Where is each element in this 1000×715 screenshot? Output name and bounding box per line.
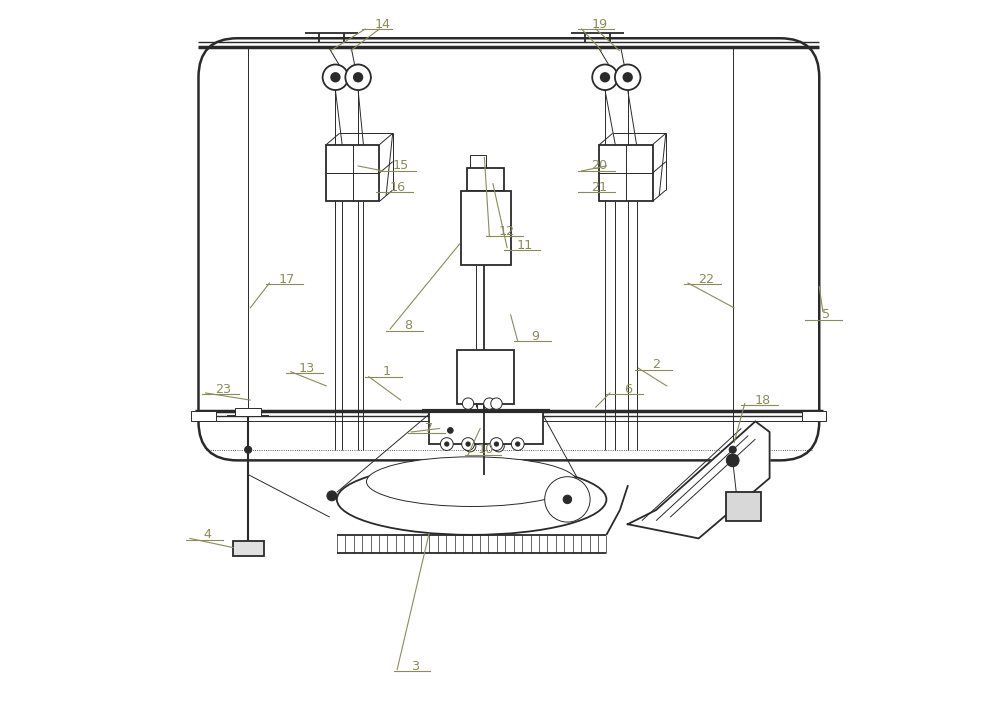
- Text: 17: 17: [279, 273, 295, 286]
- Text: 14: 14: [375, 18, 391, 31]
- Circle shape: [494, 442, 499, 446]
- FancyBboxPatch shape: [198, 38, 819, 460]
- Text: 19: 19: [591, 18, 607, 31]
- Circle shape: [726, 454, 739, 467]
- Text: 22: 22: [698, 273, 714, 286]
- Text: 23: 23: [215, 383, 231, 396]
- Text: 20: 20: [591, 159, 607, 172]
- Circle shape: [484, 398, 495, 409]
- Text: 11: 11: [517, 239, 533, 252]
- Text: 21: 21: [591, 181, 607, 194]
- Circle shape: [623, 73, 632, 82]
- Ellipse shape: [366, 457, 577, 506]
- Text: 18: 18: [754, 393, 771, 407]
- Circle shape: [615, 64, 640, 90]
- Text: 5: 5: [822, 308, 830, 322]
- Circle shape: [465, 440, 476, 452]
- Circle shape: [440, 438, 453, 450]
- Circle shape: [511, 438, 524, 450]
- Circle shape: [563, 495, 572, 503]
- Circle shape: [491, 398, 502, 409]
- Circle shape: [516, 442, 520, 446]
- Text: 12: 12: [499, 225, 515, 237]
- Text: 2: 2: [652, 358, 660, 371]
- Bar: [326, 144, 379, 202]
- Text: 13: 13: [299, 362, 315, 375]
- Text: 15: 15: [393, 159, 409, 172]
- Circle shape: [445, 442, 449, 446]
- Ellipse shape: [337, 464, 606, 535]
- Bar: [467, 168, 504, 191]
- Bar: [802, 410, 826, 421]
- Circle shape: [545, 477, 590, 522]
- Circle shape: [729, 446, 736, 453]
- Circle shape: [245, 446, 252, 453]
- Circle shape: [462, 438, 474, 450]
- Text: 10: 10: [478, 443, 494, 456]
- Bar: [457, 350, 514, 403]
- Bar: [233, 541, 264, 556]
- Bar: [429, 410, 543, 444]
- Text: 7: 7: [425, 422, 433, 435]
- Bar: [599, 144, 653, 202]
- Circle shape: [448, 428, 453, 433]
- Circle shape: [592, 64, 618, 90]
- Text: 1: 1: [382, 365, 391, 378]
- Text: 8: 8: [404, 319, 412, 332]
- Circle shape: [493, 440, 504, 452]
- Circle shape: [354, 73, 362, 82]
- Bar: [470, 155, 486, 168]
- Bar: [461, 191, 511, 265]
- Text: 4: 4: [204, 528, 212, 541]
- Text: 3: 3: [411, 660, 419, 673]
- Circle shape: [323, 64, 348, 90]
- Circle shape: [327, 491, 337, 500]
- Circle shape: [490, 438, 503, 450]
- Circle shape: [331, 73, 340, 82]
- Circle shape: [462, 398, 474, 409]
- Text: 9: 9: [531, 330, 539, 342]
- Polygon shape: [628, 421, 770, 538]
- Bar: [191, 410, 216, 421]
- Circle shape: [601, 73, 609, 82]
- Bar: [726, 493, 761, 521]
- Circle shape: [345, 64, 371, 90]
- Text: 6: 6: [624, 383, 632, 396]
- Text: 16: 16: [389, 181, 405, 194]
- Bar: [235, 408, 261, 416]
- Circle shape: [466, 442, 470, 446]
